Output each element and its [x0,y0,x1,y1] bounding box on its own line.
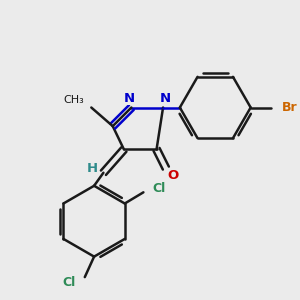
Text: Br: Br [282,101,298,114]
Text: N: N [124,92,135,105]
Text: O: O [168,169,179,182]
Text: N: N [159,92,170,105]
Text: H: H [87,162,98,175]
Text: Cl: Cl [62,276,76,289]
Text: Cl: Cl [153,182,166,195]
Text: CH₃: CH₃ [63,95,84,105]
